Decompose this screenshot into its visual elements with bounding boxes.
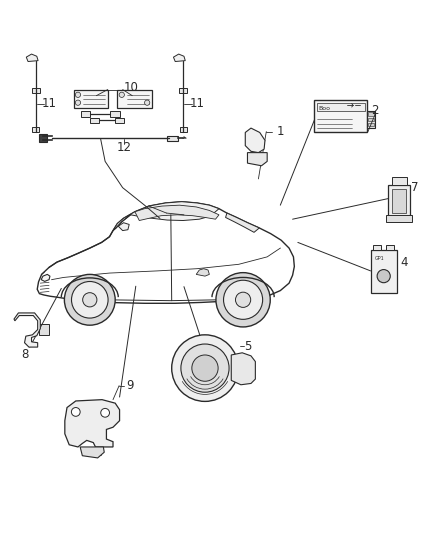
- Bar: [317, 103, 365, 111]
- Bar: [392, 189, 406, 213]
- Bar: [167, 135, 178, 141]
- Bar: [81, 111, 90, 117]
- Text: Boo: Boo: [319, 106, 331, 111]
- Circle shape: [377, 270, 390, 282]
- Polygon shape: [231, 353, 255, 385]
- Text: 8: 8: [22, 348, 29, 361]
- Bar: [392, 177, 407, 184]
- Bar: [74, 90, 108, 108]
- Circle shape: [71, 408, 80, 416]
- Bar: [373, 245, 381, 250]
- Bar: [368, 112, 374, 116]
- Circle shape: [101, 408, 110, 417]
- Polygon shape: [118, 223, 129, 231]
- Text: 11: 11: [42, 97, 57, 110]
- Polygon shape: [37, 201, 294, 303]
- Circle shape: [145, 100, 150, 106]
- Bar: [39, 324, 49, 335]
- Bar: [90, 118, 99, 123]
- Bar: [117, 90, 152, 108]
- Bar: [371, 250, 397, 293]
- Bar: [248, 159, 251, 162]
- Polygon shape: [26, 54, 38, 61]
- Polygon shape: [247, 152, 267, 166]
- Text: 7: 7: [411, 181, 419, 194]
- Bar: [253, 159, 256, 162]
- Circle shape: [71, 281, 108, 318]
- Bar: [110, 111, 120, 117]
- Text: 11: 11: [190, 97, 205, 110]
- Bar: [261, 159, 265, 162]
- Circle shape: [192, 355, 218, 381]
- Bar: [90, 449, 94, 455]
- Text: 12: 12: [117, 141, 132, 154]
- Polygon shape: [226, 213, 259, 232]
- Bar: [244, 375, 250, 379]
- Bar: [32, 88, 40, 93]
- Bar: [180, 127, 187, 132]
- Polygon shape: [14, 313, 40, 347]
- Text: 2: 2: [371, 104, 379, 117]
- Polygon shape: [196, 269, 209, 276]
- Circle shape: [172, 335, 238, 401]
- Bar: [314, 100, 367, 133]
- Circle shape: [64, 274, 115, 325]
- Polygon shape: [245, 128, 265, 152]
- Polygon shape: [135, 205, 219, 221]
- Polygon shape: [173, 54, 185, 61]
- Bar: [83, 449, 88, 455]
- Circle shape: [223, 280, 263, 319]
- Bar: [368, 123, 374, 126]
- Bar: [244, 367, 250, 371]
- Polygon shape: [113, 201, 219, 231]
- Polygon shape: [65, 400, 120, 447]
- Circle shape: [75, 92, 81, 98]
- Text: GP1: GP1: [375, 256, 385, 261]
- Bar: [32, 127, 39, 132]
- Bar: [388, 184, 410, 216]
- Circle shape: [216, 273, 270, 327]
- Text: 9: 9: [126, 379, 134, 392]
- Bar: [386, 245, 394, 250]
- Circle shape: [75, 100, 81, 106]
- Bar: [386, 215, 412, 222]
- Bar: [96, 449, 101, 455]
- Circle shape: [181, 344, 229, 392]
- Bar: [39, 134, 47, 142]
- Bar: [367, 110, 375, 128]
- Polygon shape: [80, 447, 104, 458]
- Bar: [115, 118, 124, 123]
- Text: 5: 5: [244, 340, 251, 353]
- Polygon shape: [41, 274, 50, 281]
- Circle shape: [119, 92, 124, 98]
- Bar: [244, 359, 250, 364]
- Text: 10: 10: [124, 82, 139, 94]
- Bar: [368, 118, 374, 121]
- Text: 4: 4: [400, 256, 408, 270]
- Bar: [257, 159, 260, 162]
- Text: 1: 1: [276, 125, 284, 138]
- Bar: [179, 88, 187, 93]
- Circle shape: [83, 293, 97, 307]
- Circle shape: [236, 292, 251, 308]
